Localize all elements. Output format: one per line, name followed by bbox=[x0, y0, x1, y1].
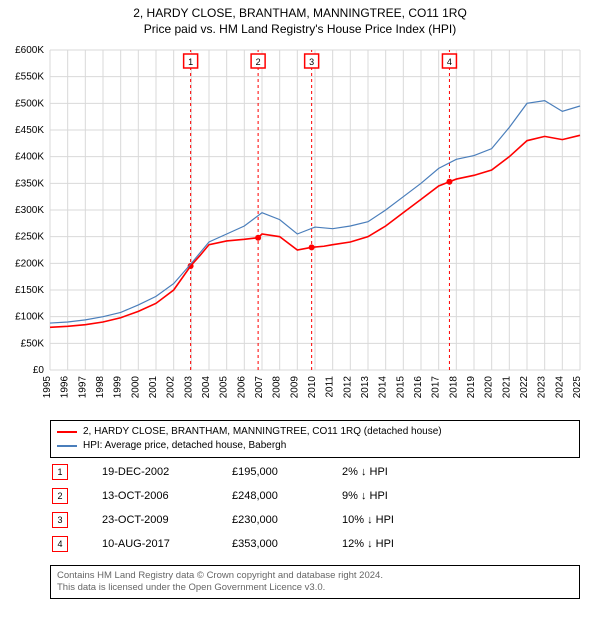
transaction-row: 4 10-AUG-2017£353,00012% ↓ HPI bbox=[50, 532, 580, 556]
svg-text:£0: £0 bbox=[33, 365, 45, 376]
svg-text:£400K: £400K bbox=[15, 152, 44, 163]
transaction-row: 1 19-DEC-2002£195,0002% ↓ HPI bbox=[50, 460, 580, 484]
svg-text:2012: 2012 bbox=[342, 376, 353, 399]
svg-text:2008: 2008 bbox=[272, 376, 283, 399]
svg-text:2020: 2020 bbox=[484, 376, 495, 399]
legend-label-property: 2, HARDY CLOSE, BRANTHAM, MANNINGTREE, C… bbox=[83, 425, 442, 439]
svg-text:1: 1 bbox=[188, 57, 193, 67]
transaction-price: £353,000 bbox=[232, 538, 342, 550]
svg-text:2006: 2006 bbox=[236, 376, 247, 399]
transaction-row: 3 23-OCT-2009£230,00010% ↓ HPI bbox=[50, 508, 580, 532]
svg-text:£350K: £350K bbox=[15, 178, 44, 189]
svg-text:2011: 2011 bbox=[325, 376, 336, 398]
svg-text:£300K: £300K bbox=[15, 205, 44, 216]
svg-text:2003: 2003 bbox=[183, 376, 194, 399]
svg-text:2024: 2024 bbox=[554, 376, 565, 399]
title-line-2: Price paid vs. HM Land Registry's House … bbox=[0, 22, 600, 36]
transaction-diff: 12% ↓ HPI bbox=[342, 538, 452, 550]
svg-text:£50K: £50K bbox=[21, 338, 45, 349]
svg-text:£250K: £250K bbox=[15, 232, 44, 243]
footer-line-2: This data is licensed under the Open Gov… bbox=[57, 582, 573, 594]
svg-text:1995: 1995 bbox=[42, 376, 53, 399]
svg-text:2016: 2016 bbox=[413, 376, 424, 399]
svg-text:3: 3 bbox=[309, 57, 314, 67]
svg-text:2000: 2000 bbox=[130, 376, 141, 399]
transaction-date: 23-OCT-2009 bbox=[102, 514, 232, 526]
transaction-marker: 2 bbox=[52, 488, 68, 504]
svg-text:£500K: £500K bbox=[15, 98, 44, 109]
chart-svg: £0£50K£100K£150K£200K£250K£300K£350K£400… bbox=[50, 50, 580, 400]
legend-row-hpi: HPI: Average price, detached house, Babe… bbox=[57, 439, 573, 453]
svg-text:£450K: £450K bbox=[15, 125, 44, 136]
svg-text:£200K: £200K bbox=[15, 258, 44, 269]
svg-text:£600K: £600K bbox=[15, 45, 44, 56]
transaction-marker: 1 bbox=[52, 464, 68, 480]
svg-text:2009: 2009 bbox=[289, 376, 300, 399]
svg-text:1996: 1996 bbox=[60, 376, 71, 399]
transactions-table: 1 19-DEC-2002£195,0002% ↓ HPI 2 13-OCT-2006… bbox=[50, 460, 580, 556]
transaction-date: 19-DEC-2002 bbox=[102, 466, 232, 478]
transaction-price: £248,000 bbox=[232, 490, 342, 502]
svg-text:2021: 2021 bbox=[501, 376, 512, 399]
transaction-marker: 4 bbox=[52, 536, 68, 552]
svg-text:2025: 2025 bbox=[572, 376, 583, 399]
svg-text:2010: 2010 bbox=[307, 376, 318, 399]
svg-text:2015: 2015 bbox=[395, 376, 406, 399]
svg-text:1999: 1999 bbox=[113, 376, 124, 399]
transaction-diff: 9% ↓ HPI bbox=[342, 490, 452, 502]
svg-text:2001: 2001 bbox=[148, 376, 159, 399]
legend-swatch-property bbox=[57, 431, 77, 433]
svg-text:2014: 2014 bbox=[378, 376, 389, 399]
svg-text:2: 2 bbox=[256, 57, 261, 67]
transaction-price: £230,000 bbox=[232, 514, 342, 526]
legend-row-property: 2, HARDY CLOSE, BRANTHAM, MANNINGTREE, C… bbox=[57, 425, 573, 439]
legend-swatch-hpi bbox=[57, 445, 77, 446]
transaction-row: 2 13-OCT-2006£248,0009% ↓ HPI bbox=[50, 484, 580, 508]
svg-text:2004: 2004 bbox=[201, 376, 212, 399]
svg-text:2002: 2002 bbox=[166, 376, 177, 399]
chart-area: £0£50K£100K£150K£200K£250K£300K£350K£400… bbox=[50, 50, 580, 400]
transaction-price: £195,000 bbox=[232, 466, 342, 478]
title-block: 2, HARDY CLOSE, BRANTHAM, MANNINGTREE, C… bbox=[0, 0, 600, 36]
page-root: 2, HARDY CLOSE, BRANTHAM, MANNINGTREE, C… bbox=[0, 0, 600, 620]
transaction-date: 10-AUG-2017 bbox=[102, 538, 232, 550]
transaction-marker: 3 bbox=[52, 512, 68, 528]
transaction-diff: 2% ↓ HPI bbox=[342, 466, 452, 478]
svg-text:£150K: £150K bbox=[15, 285, 44, 296]
svg-text:2013: 2013 bbox=[360, 376, 371, 399]
footer-line-1: Contains HM Land Registry data © Crown c… bbox=[57, 570, 573, 582]
svg-text:2018: 2018 bbox=[448, 376, 459, 399]
svg-text:2022: 2022 bbox=[519, 376, 530, 399]
svg-text:£550K: £550K bbox=[15, 72, 44, 83]
transaction-diff: 10% ↓ HPI bbox=[342, 514, 452, 526]
svg-text:1997: 1997 bbox=[77, 376, 88, 399]
svg-text:2019: 2019 bbox=[466, 376, 477, 399]
svg-text:2017: 2017 bbox=[431, 376, 442, 399]
legend-box: 2, HARDY CLOSE, BRANTHAM, MANNINGTREE, C… bbox=[50, 420, 580, 458]
svg-text:2023: 2023 bbox=[537, 376, 548, 399]
svg-text:1998: 1998 bbox=[95, 376, 106, 399]
title-line-1: 2, HARDY CLOSE, BRANTHAM, MANNINGTREE, C… bbox=[0, 6, 600, 20]
svg-text:2005: 2005 bbox=[219, 376, 230, 399]
transaction-date: 13-OCT-2006 bbox=[102, 490, 232, 502]
svg-text:4: 4 bbox=[447, 57, 452, 67]
svg-text:2007: 2007 bbox=[254, 376, 265, 399]
svg-text:£100K: £100K bbox=[15, 312, 44, 323]
footer-box: Contains HM Land Registry data © Crown c… bbox=[50, 565, 580, 599]
legend-label-hpi: HPI: Average price, detached house, Babe… bbox=[83, 439, 286, 453]
